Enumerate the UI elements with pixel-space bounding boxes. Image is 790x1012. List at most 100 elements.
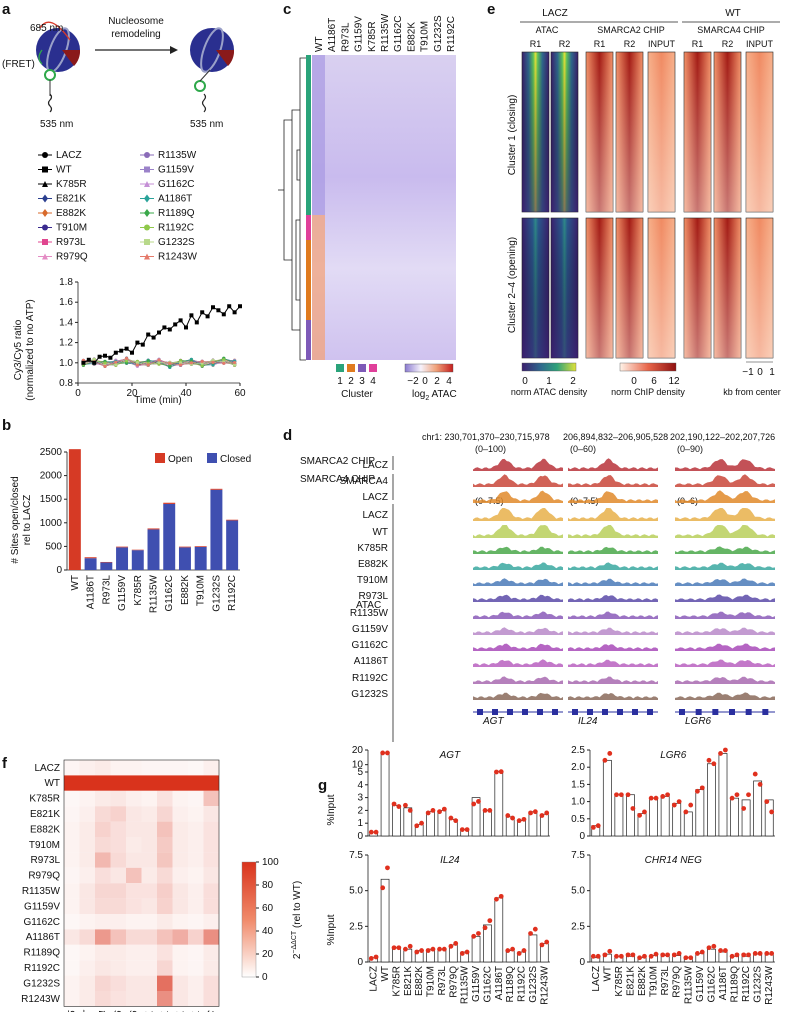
point-LGR6-R1135W [688,802,694,808]
point-AGT-WT [385,750,390,756]
bar-AGT-G1232S [528,811,538,837]
heat-cell-R1189Q-AGT [79,944,95,961]
point-AGT-LACZ [373,829,379,835]
heat-cell-G1159V-NKD1 [141,898,157,914]
track-signal-LACZ [675,490,775,503]
x-tick-label-g: G1162C [482,966,493,1003]
heat-cell-R1243W-SERPINA1 [172,991,188,1007]
colorbar-c-tick: −2 [407,376,419,387]
colorbar-chip-ticks: 0 6 12 [631,376,680,387]
nucleosome-schematic [36,21,235,113]
point-CHR14 NEG-T910M [653,951,659,957]
x-tick-label-g: A1186T [494,966,505,1000]
point-LGR6-G1159V [699,785,705,791]
y-tick-label-b: 2000 [40,471,63,482]
colorbar-f [241,861,257,978]
bar-AGT-G1162C [483,810,492,837]
dendrogram-c [278,57,306,361]
col-label-NKD1: NKD1 [144,1010,155,1012]
heatmap-c [312,55,456,360]
cluster-legend-label: Cluster [341,389,373,400]
legend-label-LACZ: LACZ [56,150,82,161]
track-signal-R973L [675,594,775,602]
bar-AGT-R1243W [539,813,549,837]
column-label-E882K: E882K [406,22,417,52]
heat-cell-R1135W-NTSR1 [157,883,173,899]
point-LGR6-G1232S [752,771,758,777]
series-point-wt [167,327,172,332]
track-signal-A1186T [568,659,658,667]
x-tick-label-g: LACZ [591,966,602,992]
heatmap-e-fade [551,218,578,358]
heat-cell-G1159V-KCNJ6 [110,898,126,914]
point-CHR14 NEG-G1162C [711,943,717,949]
legend-label-R973L: R973L [56,237,86,248]
bar-CHR14 NEG-K785R [614,955,624,963]
col-label-AGT: AGT [82,1010,93,1012]
heat-cell-R979Q-AGT [79,867,95,884]
track-signal-LACZ [473,458,563,471]
y-tick-label-b: 1000 [40,518,63,529]
subplot-IL24: 0 2.5 5.0 7.5 IL24 LACZ WT K785R E821K E882K T910M… [349,850,550,1005]
gene-exon [647,709,653,715]
series-point-wt [108,355,113,360]
colorbar-f-label: 2−ΔΔCT (rel to WT) [291,881,303,959]
series-point-mutant [179,363,183,367]
heat-cell-R973L-NTSR1 [157,852,173,868]
heatmap-col-label-R1: R1 [692,39,704,49]
legend-label-G1232S: G1232S [158,237,195,248]
series-point-mutant [168,361,172,365]
series-point-mutant [146,363,150,367]
legend-label-WT: WT [56,165,72,176]
point-IL24-R979Q [448,943,454,949]
point-CHR14 NEG-G1232S [752,951,758,956]
x-tick-label-g: R973L [660,966,671,996]
heat-cell-G1159V-LGR6 [126,898,142,914]
legend-marker-WT [42,166,48,173]
y-tick-label-g: 5 [357,767,363,778]
heat-cell-E821K-TMEM63C [203,806,219,822]
heat-cell-E821K-KCNJ6 [110,806,126,822]
track-signal-R1135W [568,611,658,619]
panel-label-f: f [2,755,8,772]
cluster1-label: Cluster 1 (closing) [507,95,518,176]
legend-marker-G1162C [144,181,150,187]
col-label-IL24: IL24 [98,1010,109,1012]
bar-open-R1135W [147,528,160,530]
track-signal-E882K [675,562,775,570]
bar-LGR6-R1192C [741,799,751,837]
legend-label-R1189Q: R1189Q [158,208,195,219]
heat-cell-G1162C-KCNJ6 [110,914,126,930]
heat-cell-G1162C-IL24 [95,914,111,930]
series-point-wt [135,340,140,345]
legend-label-A1186T: A1186T [158,194,192,205]
point-IL24-R1189Q [510,946,515,952]
heat-cell-R1243W-TBXAS1 [188,991,204,1007]
x-tick-label-g: R979Q [448,966,459,998]
y-tick-label-a: 0.8 [59,378,73,389]
y-tick-label-g: 1.5 [571,779,585,790]
legend-marker-G1232S [144,239,150,245]
point-LGR6-A1186T [718,751,723,756]
track-label-LACZ: LACZ [362,460,388,471]
track-signal-T910M [675,578,775,586]
heat-cell-G1162C-NTSR1 [157,914,173,930]
heat-cell-A1186T-ACSL5 [64,929,80,945]
heat-cell-R1192C-TBXAS1 [188,960,204,976]
cluster-bar-3 [306,320,311,360]
heat-cell-R1192C-NKD1 [141,960,157,976]
legend-label-R1135W: R1135W [158,150,197,161]
kb-tick: −1 [742,367,754,378]
gene-exon [695,709,702,715]
smarca2-chip-label: SMARCA2 CHIP [300,456,375,467]
cluster2-label: Cluster 2–4 (opening) [507,237,518,333]
wavelength-535-right: 535 nm [190,119,223,130]
point-CHR14 NEG-R1243W [769,951,775,956]
heat-cell-E821K-TBXAS1 [188,806,204,822]
track-signal-E882K [568,562,658,570]
heat-cell-R1135W-NKD1 [141,883,157,899]
heatmap-e-fade [714,52,741,212]
heat-cell-T910M-LGR6 [126,837,142,853]
point-IL24-K785R [391,945,397,951]
